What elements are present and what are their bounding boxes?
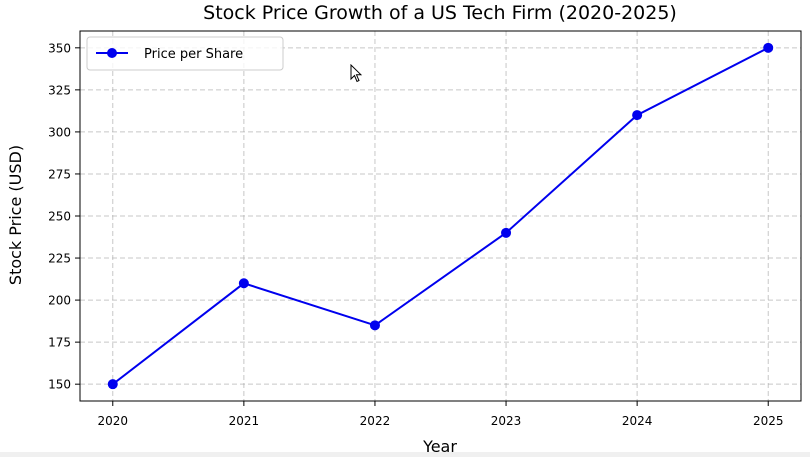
y-axis-label: Stock Price (USD)	[6, 145, 25, 285]
x-tick-label: 2025	[753, 414, 784, 428]
x-tick-label: 2023	[491, 414, 522, 428]
legend-entry-label: Price per Share	[144, 47, 243, 62]
data-point-marker	[501, 227, 512, 238]
y-tick-label: 325	[48, 83, 71, 97]
window-bottom-edge	[0, 452, 810, 457]
y-tick-label: 150	[48, 378, 71, 392]
grid	[80, 31, 801, 401]
data-point-marker	[107, 379, 118, 390]
series-line	[112, 46, 769, 385]
chart-title: Stock Price Growth of a US Tech Firm (20…	[203, 2, 677, 24]
x-tick-label: 2022	[360, 414, 391, 428]
data-point-marker	[632, 110, 643, 121]
data-point-marker	[238, 278, 249, 289]
y-tick-label: 275	[48, 167, 71, 181]
mouse-cursor-icon	[350, 64, 362, 83]
y-tick-label: 250	[48, 210, 71, 224]
data-point-marker	[763, 42, 774, 53]
x-axis-label: Year	[422, 437, 457, 456]
axis-ticks: 2020 2021 2022 2023 2024 2025 150 175 200 225 250 2…	[48, 41, 783, 428]
legend-marker-sample	[107, 48, 117, 58]
y-tick-label: 225	[48, 252, 71, 266]
x-tick-label: 2020	[97, 414, 128, 428]
y-tick-label: 300	[48, 125, 71, 139]
legend-box	[86, 36, 284, 71]
data-point-marker	[369, 320, 380, 331]
y-tick-label: 200	[48, 294, 71, 308]
y-tick-label: 350	[48, 41, 71, 55]
y-tick-label: 175	[48, 336, 71, 350]
legend: Price per Share	[86, 36, 284, 71]
data-series	[107, 42, 774, 390]
x-tick-label: 2024	[622, 414, 653, 428]
x-tick-label: 2021	[229, 414, 260, 428]
